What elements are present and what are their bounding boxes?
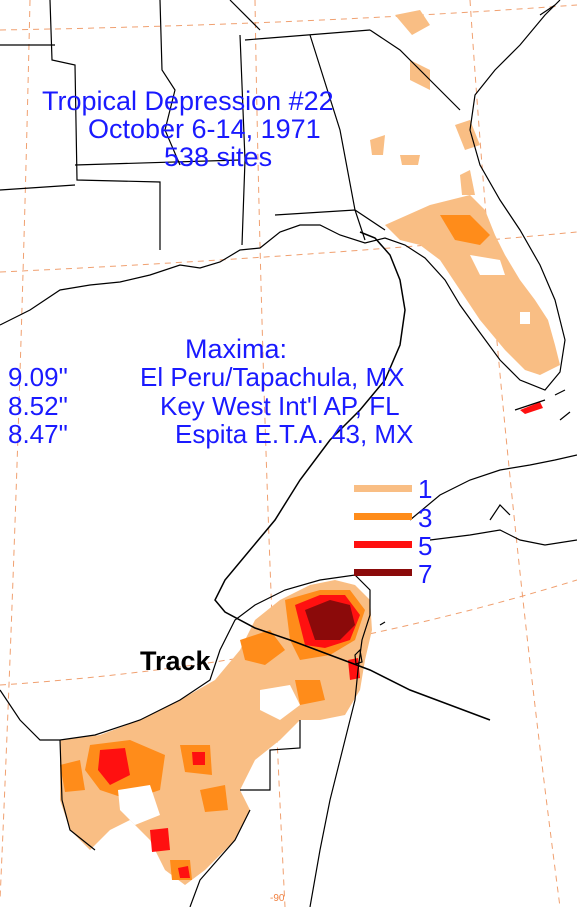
legend-swatch-7 — [354, 569, 412, 576]
title-line-2: October 6-14, 1971 — [88, 114, 321, 144]
maxima-location: Key West Int'l AP, FL — [160, 391, 400, 421]
title-line-1: Tropical Depression #22 — [42, 86, 334, 116]
track-label: Track — [140, 646, 211, 676]
maxima-amount: 9.09" — [8, 362, 68, 392]
legend-label-5: 5 — [418, 531, 433, 561]
legend-swatch-1 — [354, 485, 412, 492]
legend-swatch-5 — [354, 541, 412, 548]
rainfall-shading — [60, 10, 560, 885]
longitude-label: -90 — [270, 893, 285, 904]
legend-label-3: 3 — [418, 503, 433, 533]
maxima-location: El Peru/Tapachula, MX — [140, 362, 405, 392]
legend-label-1: 1 — [418, 474, 433, 504]
maxima-heading: Maxima: — [185, 334, 288, 364]
legend-swatch-3 — [354, 513, 412, 520]
title-line-3: 538 sites — [164, 142, 273, 172]
maxima-location: Espita E.T.A. 43, MX — [175, 419, 414, 449]
rain-florida-3in — [440, 215, 490, 245]
rain-florida-1in — [385, 195, 560, 375]
rain-yucatan-7in — [305, 600, 355, 640]
maxima-amount: 8.52" — [8, 391, 68, 421]
storm-track — [214, 231, 491, 721]
maxima-amount: 8.47" — [8, 419, 68, 449]
legend-label-7: 7 — [418, 559, 433, 589]
